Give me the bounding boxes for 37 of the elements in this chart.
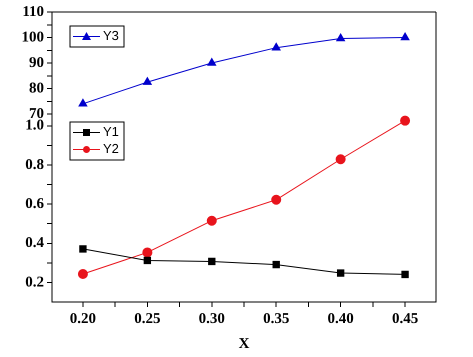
point [208, 258, 216, 266]
legend-label: Y3 [103, 28, 119, 44]
point [272, 42, 281, 50]
legend-label: Y1 [103, 124, 119, 140]
point [336, 154, 346, 164]
point [336, 269, 344, 277]
y-tick-label: 1.0 [25, 118, 44, 134]
x-tick-label: 0.45 [392, 310, 418, 327]
x-tick-label: 0.35 [263, 310, 290, 327]
y-tick-label: 90 [29, 54, 44, 71]
point [272, 260, 280, 268]
x-tick-label: 0.30 [198, 310, 225, 327]
point [142, 247, 152, 258]
x-tick-label: 0.40 [328, 310, 354, 327]
point [400, 116, 410, 126]
y-tick-label: 110 [22, 4, 44, 20]
point [207, 58, 216, 66]
point [144, 256, 152, 264]
y-tick-label: 0.6 [25, 196, 44, 212]
y-tick-label: 0.8 [25, 156, 44, 173]
y-tick-label: 0.2 [25, 274, 44, 290]
point [78, 268, 88, 279]
point [400, 32, 410, 40]
point [401, 270, 409, 278]
legend-label: Y2 [103, 141, 119, 156]
y-tick-label: 80 [29, 80, 44, 96]
x-tick-label: 0.20 [70, 310, 96, 327]
x-tick-label: 0.25 [134, 310, 160, 327]
point [142, 77, 152, 85]
point [78, 98, 88, 107]
point [336, 34, 346, 42]
point [271, 194, 282, 205]
point [206, 216, 217, 226]
point [79, 245, 87, 253]
x-axis-title: X [238, 336, 250, 352]
y-tick-label: 0.4 [25, 235, 44, 252]
y-tick-label: 100 [22, 29, 44, 46]
